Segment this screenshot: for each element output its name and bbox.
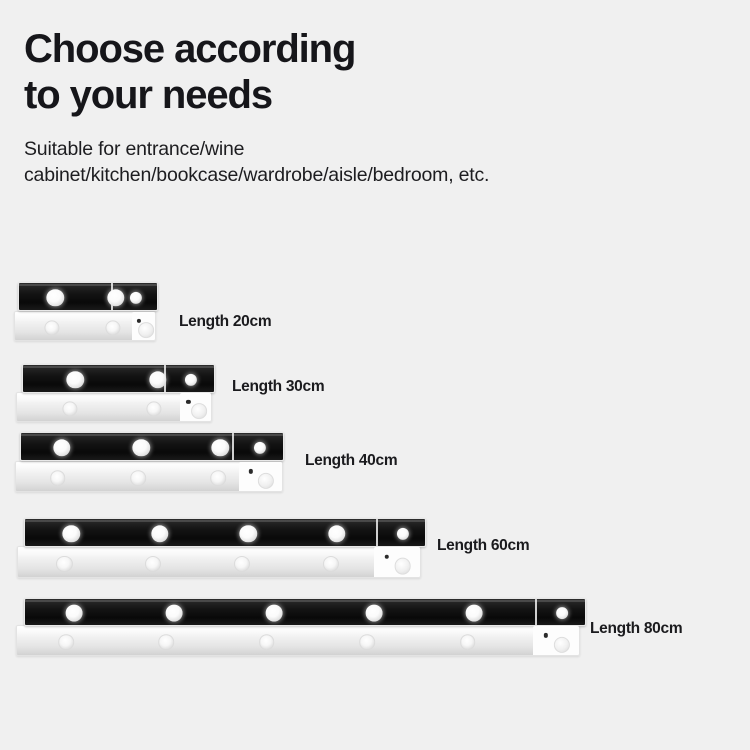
title-line-2: to your needs: [24, 73, 273, 117]
page-title: Choose according to your needs: [24, 26, 724, 118]
led-lamp-dim-icon: [56, 555, 73, 572]
sensor-dot-icon: [543, 633, 549, 638]
light-bar-black-body: [24, 518, 426, 547]
sensor-compartment-divider: [232, 433, 234, 460]
led-lamp-dim-icon: [130, 470, 146, 486]
light-bar-white-body: [17, 546, 421, 578]
led-lamp-icon: [465, 604, 483, 622]
led-lamp-icon: [46, 288, 65, 307]
length-label: Length 60cm: [437, 537, 530, 554]
sensor-lens-icon: [191, 403, 207, 419]
page-subtitle: Suitable for entrance/wine cabinet/kitch…: [24, 136, 724, 188]
led-lamp-icon: [211, 438, 230, 457]
length-label: Length 30cm: [232, 378, 325, 395]
led-lamp-dim-icon: [145, 555, 162, 572]
sensor-lens-icon: [257, 472, 274, 489]
led-lamp-dim-icon: [105, 320, 121, 336]
led-lamp-sensor-icon: [396, 527, 409, 540]
light-bar-white-body: [16, 392, 212, 422]
led-lamp-dim-icon: [62, 401, 78, 417]
subtitle-line-2: cabinet/kitchen/bookcase/wardrobe/aisle/…: [24, 164, 490, 186]
led-lamp-icon: [365, 604, 383, 622]
sensor-compartment-divider: [376, 519, 378, 546]
sensor-dot-icon: [248, 469, 254, 474]
led-lamp-icon: [150, 524, 169, 543]
led-lamp-icon: [265, 604, 283, 622]
motion-sensor-module: [179, 393, 211, 421]
led-lamp-dim-icon: [158, 634, 175, 650]
header-block: Choose according to your needs Suitable …: [24, 26, 724, 188]
motion-sensor-module: [132, 312, 155, 340]
sensor-lens-icon: [394, 557, 411, 575]
light-bar-black-body: [24, 598, 586, 626]
led-lamp-sensor-icon: [129, 291, 143, 304]
sensor-dot-icon: [136, 318, 141, 324]
sensor-dot-icon: [186, 399, 191, 405]
length-label: Length 40cm: [305, 452, 398, 469]
light-bar-white-body: [15, 461, 283, 492]
led-lamp-dim-icon: [146, 401, 162, 417]
light-bar-white-body: [16, 625, 580, 656]
led-lamp-sensor-icon: [184, 373, 198, 386]
led-lamp-dim-icon: [234, 555, 251, 572]
led-lamp-dim-icon: [58, 634, 74, 650]
led-lamp-icon: [53, 438, 71, 457]
led-lamp-sensor-icon: [556, 607, 568, 619]
title-line-1: Choose according: [24, 27, 356, 71]
light-bar-black-body: [22, 364, 215, 393]
led-lamp-icon: [62, 524, 80, 543]
led-lamp-dim-icon: [459, 634, 476, 650]
motion-sensor-module: [239, 462, 282, 491]
sensor-lens-icon: [553, 636, 570, 653]
length-label: Length 20cm: [179, 313, 272, 330]
led-lamp-icon: [165, 604, 183, 622]
led-lamp-dim-icon: [44, 320, 60, 336]
motion-sensor-module: [374, 547, 420, 577]
led-lamp-icon: [66, 370, 84, 389]
led-lamp-dim-icon: [49, 470, 66, 486]
light-bar-white-body: [14, 311, 156, 341]
sensor-compartment-divider: [535, 599, 537, 625]
led-lamp-dim-icon: [359, 634, 376, 650]
led-lamp-icon: [132, 438, 150, 457]
led-lamp-icon: [65, 604, 83, 622]
length-label: Length 80cm: [590, 620, 683, 637]
led-lamp-sensor-icon: [253, 441, 266, 454]
sensor-lens-icon: [138, 322, 155, 338]
motion-sensor-module: [533, 626, 579, 655]
led-lamp-icon: [106, 288, 125, 307]
led-lamp-dim-icon: [259, 634, 275, 650]
light-bar-black-body: [18, 282, 158, 311]
subtitle-line-1: Suitable for entrance/wine: [24, 138, 245, 160]
light-bar-black-body: [20, 432, 284, 461]
led-lamp-icon: [327, 524, 346, 543]
sensor-dot-icon: [384, 554, 390, 559]
led-lamp-dim-icon: [210, 470, 227, 486]
led-lamp-icon: [149, 370, 167, 389]
led-lamp-dim-icon: [323, 555, 340, 572]
led-lamp-icon: [239, 524, 257, 543]
